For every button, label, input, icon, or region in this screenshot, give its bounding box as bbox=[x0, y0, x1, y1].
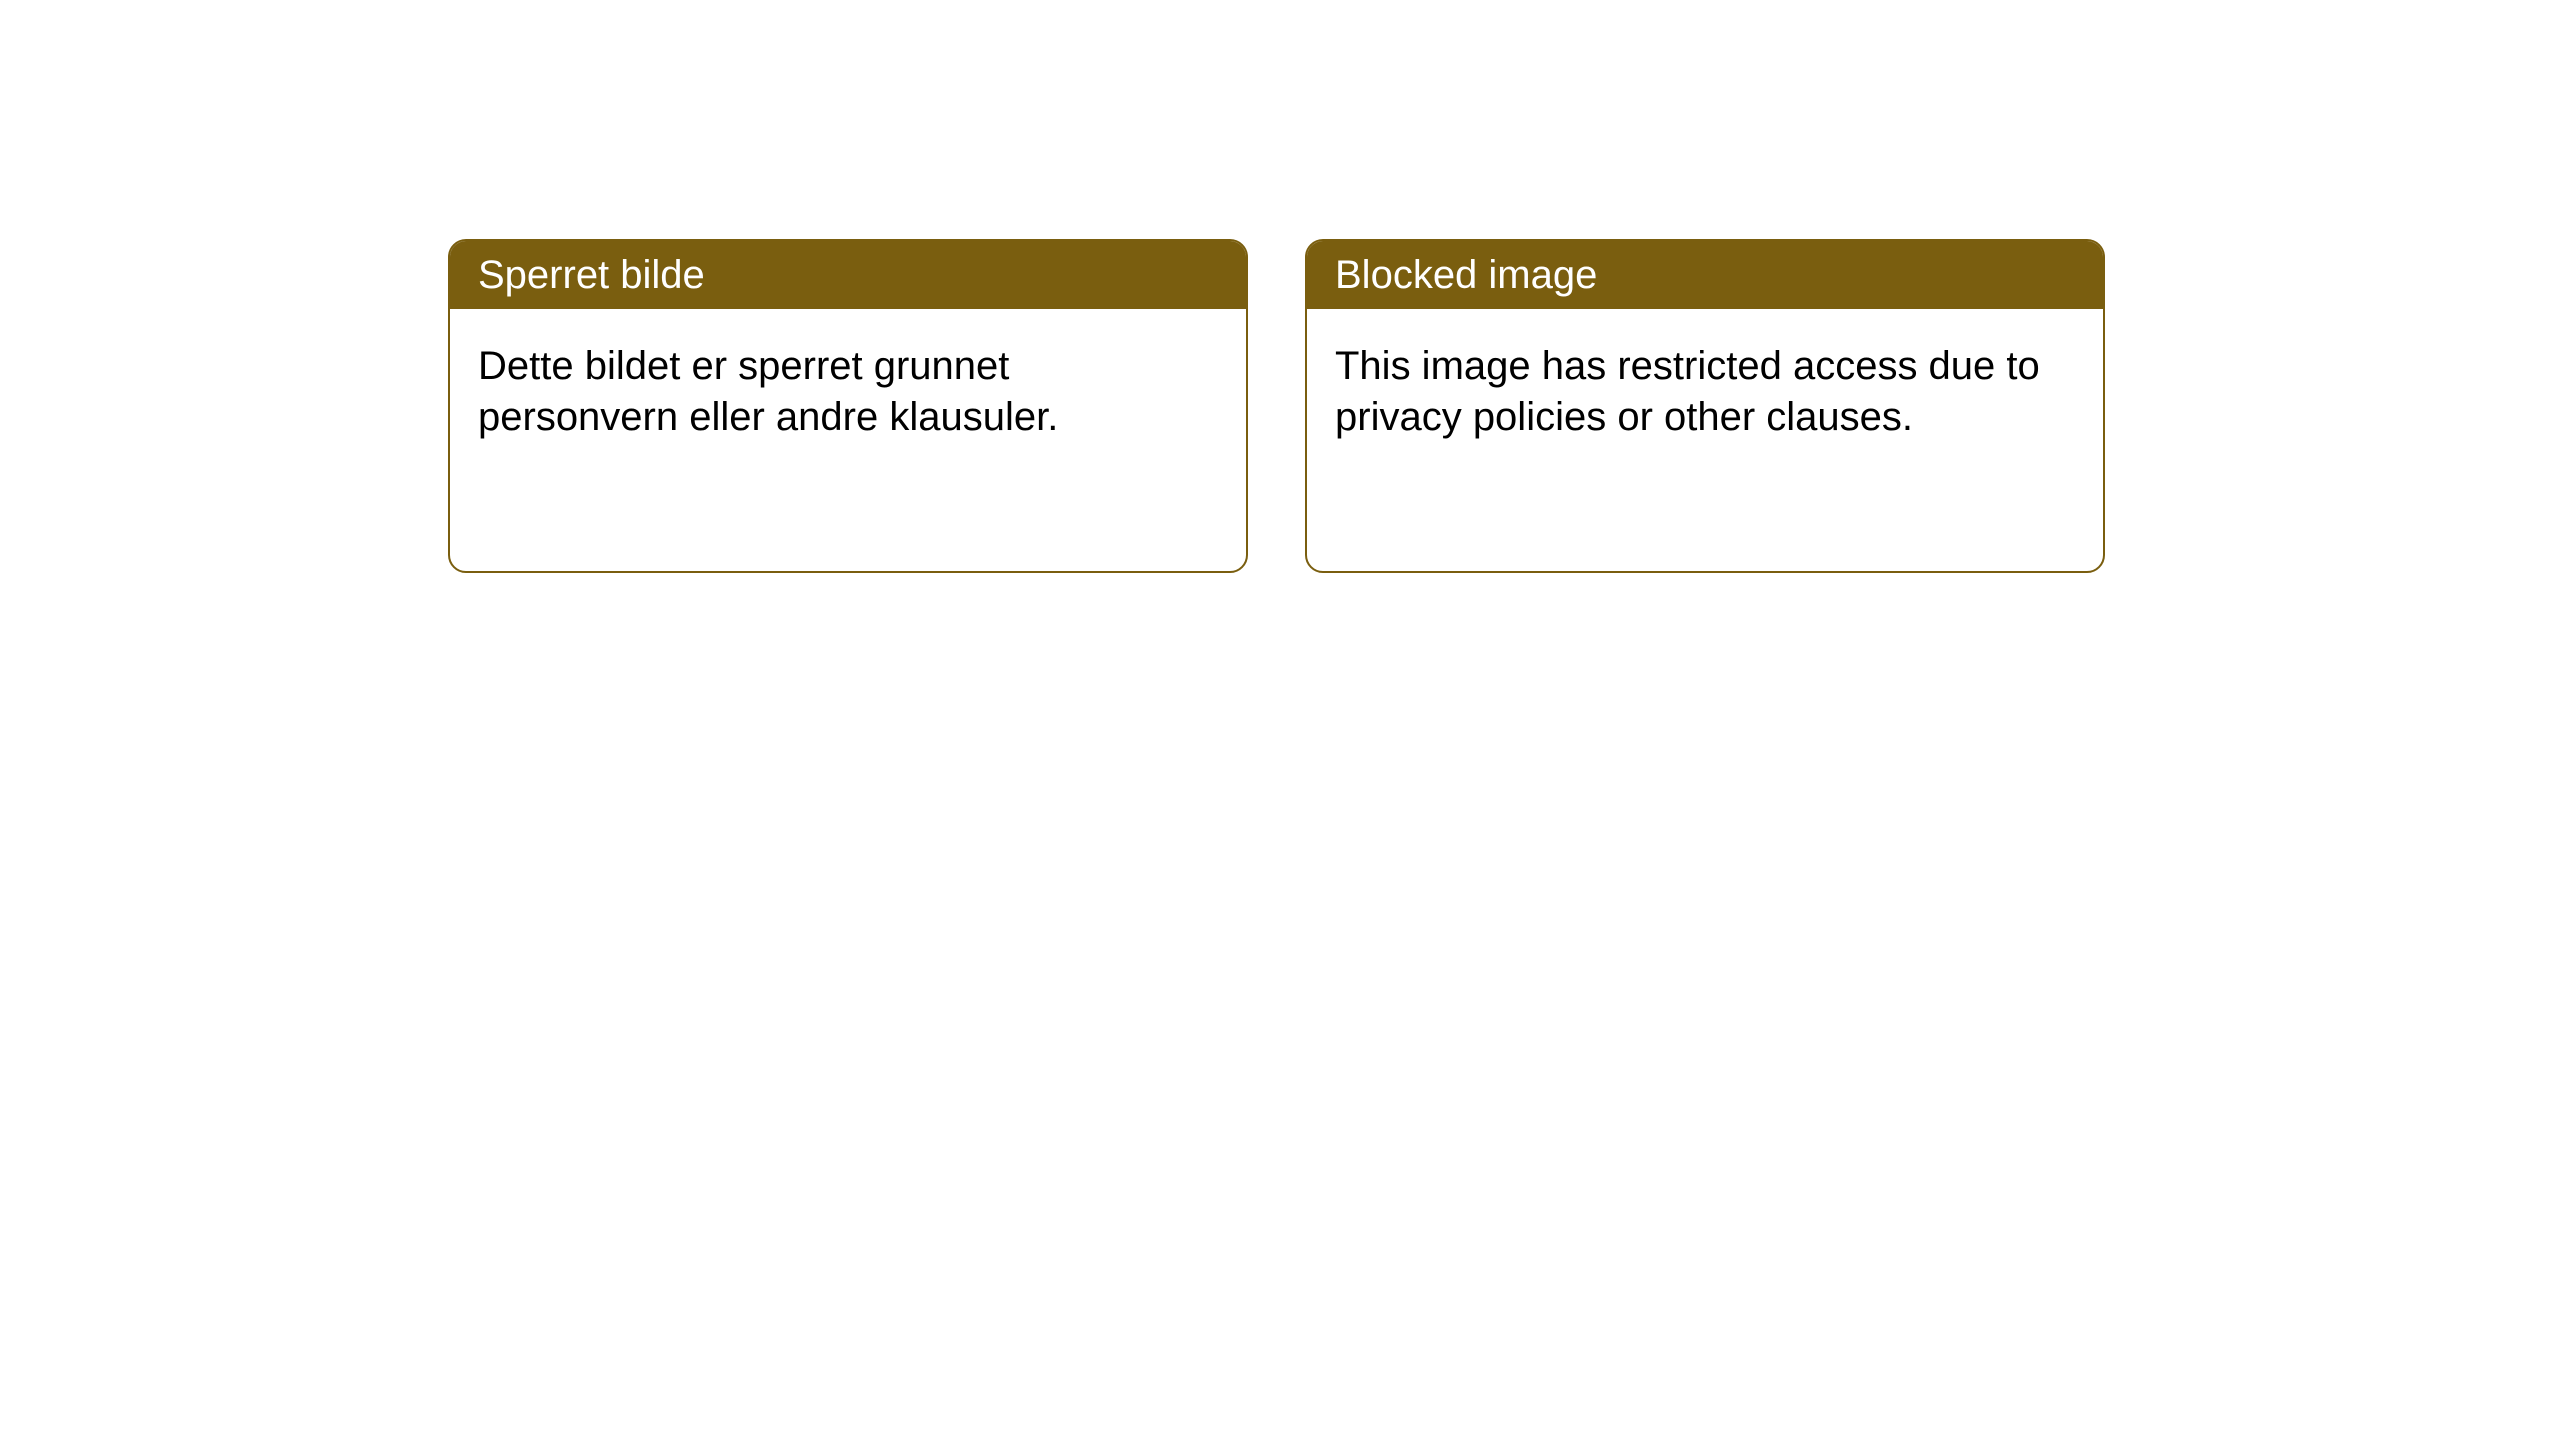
notice-container: Sperret bilde Dette bildet er sperret gr… bbox=[448, 239, 2105, 573]
notice-body-english: This image has restricted access due to … bbox=[1307, 309, 2103, 475]
notice-card-norwegian: Sperret bilde Dette bildet er sperret gr… bbox=[448, 239, 1248, 573]
notice-title-norwegian: Sperret bilde bbox=[450, 241, 1246, 309]
notice-card-english: Blocked image This image has restricted … bbox=[1305, 239, 2105, 573]
notice-body-norwegian: Dette bildet er sperret grunnet personve… bbox=[450, 309, 1246, 475]
notice-title-english: Blocked image bbox=[1307, 241, 2103, 309]
